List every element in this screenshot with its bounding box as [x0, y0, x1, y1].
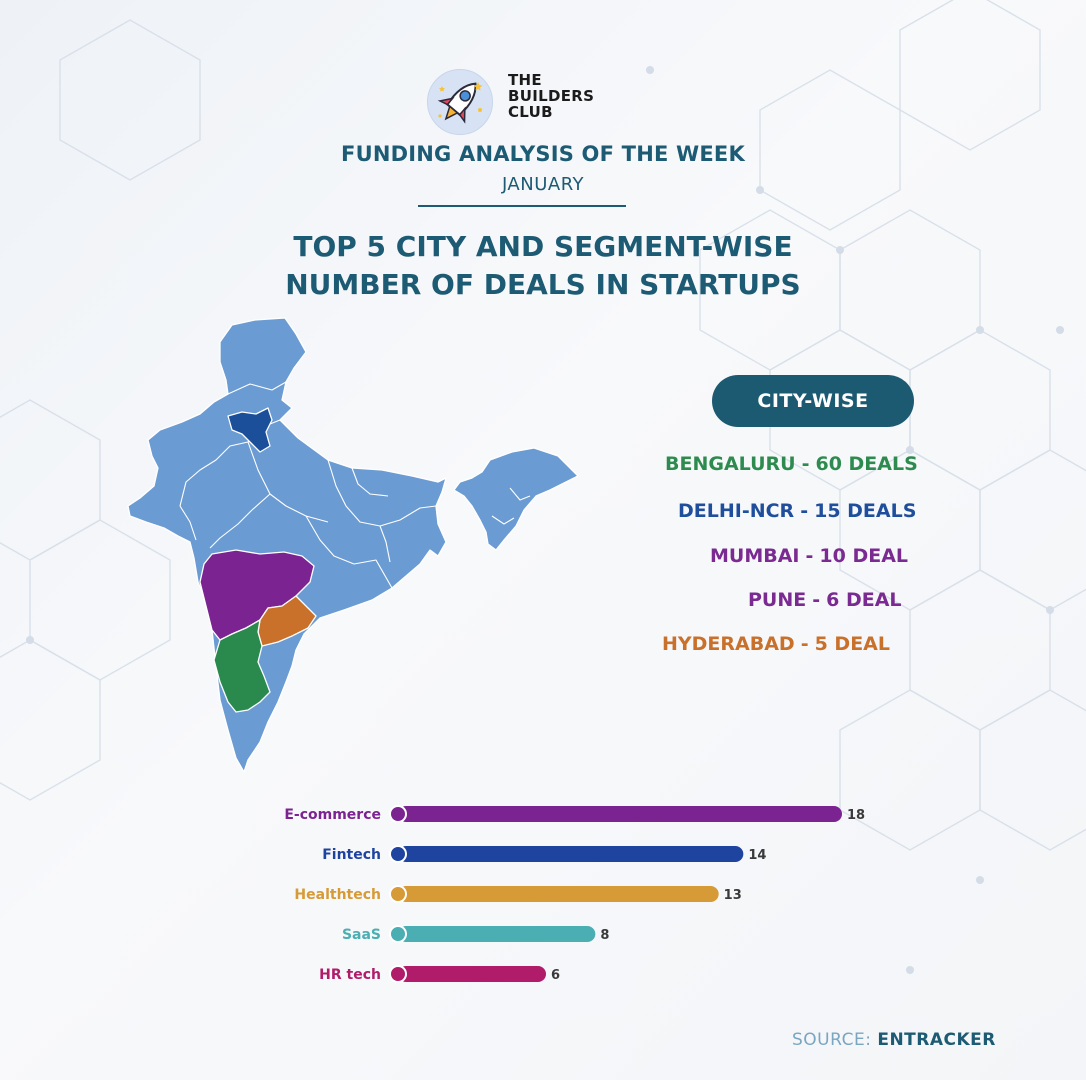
delhi-ncr-region [227, 407, 273, 453]
bar-start-dot [389, 805, 407, 823]
city-name: BENGALURU [665, 453, 796, 475]
bar-value-label: 18 [847, 808, 865, 823]
headline: FUNDING ANALYSIS OF THE WEEK [341, 142, 745, 166]
bar-category-label: HR tech [319, 967, 381, 983]
logo-wordmark: THE BUILDERS CLUB [508, 72, 638, 120]
city-separator: - [805, 545, 814, 567]
city-deals: 60 DEALS [815, 453, 918, 475]
city-separator: - [812, 589, 821, 611]
bar-saas [398, 926, 596, 942]
city-row: PUNE -6 DEAL [748, 589, 902, 611]
logo-line-1: THE [508, 71, 542, 89]
bar-fintech [398, 846, 744, 862]
segment-bar-chart: E-commerce 18 Fintech 14 Healthtech 13 SaaS 8 HR… [284, 805, 865, 983]
city-row: DELHI-NCR -15 DEALS [678, 500, 916, 522]
city-deals: 10 DEAL [819, 545, 909, 567]
bar-start-dot [389, 925, 407, 943]
bar-healthtech [398, 886, 719, 902]
city-row: BENGALURU -60 DEALS [665, 453, 918, 475]
city-name: PUNE [748, 589, 807, 611]
city-separator: - [800, 500, 809, 522]
city-name: MUMBAI [710, 545, 800, 567]
city-deals: 5 DEAL [814, 633, 890, 655]
bar-category-label: SaaS [342, 927, 381, 943]
logo-line-2: BUILDERS [508, 87, 595, 105]
page-title: TOP 5 CITY AND SEGMENT-WISE NUMBER OF DE… [0, 228, 1086, 304]
subheadline: JANUARY [501, 174, 585, 195]
source-value: ENTRACKER [877, 1030, 996, 1050]
rocket-icon [437, 82, 483, 124]
bar-hr-tech [398, 966, 546, 982]
city-name: HYDERABAD [662, 633, 795, 655]
logo-line-3: CLUB [508, 103, 553, 121]
india-map [127, 317, 579, 773]
bar-value-label: 6 [551, 968, 560, 983]
bar-category-label: E-commerce [284, 807, 381, 823]
karnataka-region [213, 619, 271, 713]
city-row: MUMBAI -10 DEAL [710, 545, 908, 567]
bar-value-label: 13 [724, 888, 742, 903]
bar-category-label: Healthtech [294, 887, 381, 903]
city-name: DELHI-NCR [678, 500, 795, 522]
bar-start-dot [389, 885, 407, 903]
page-title-line-2: NUMBER OF DEALS IN STARTUPS [285, 268, 801, 301]
bar-value-label: 14 [748, 848, 766, 863]
city-wise-label: CITY-WISE [712, 375, 914, 427]
india-north-east [453, 447, 579, 551]
india-mainland [127, 317, 447, 773]
bar-e-commerce [398, 806, 842, 822]
city-row: HYDERABAD -5 DEAL [662, 633, 890, 655]
bar-start-dot [389, 965, 407, 983]
bar-category-label: Fintech [322, 847, 381, 863]
city-deals: 15 DEALS [814, 500, 917, 522]
headline-divider [418, 205, 626, 207]
bar-start-dot [389, 845, 407, 863]
city-deals: 6 DEAL [826, 589, 902, 611]
bar-value-label: 8 [600, 928, 609, 943]
city-separator: - [801, 453, 810, 475]
source-credit: SOURCE: ENTRACKER [792, 1030, 996, 1050]
logo-badge [427, 69, 493, 135]
source-label: SOURCE: [792, 1030, 872, 1050]
page-title-line-1: TOP 5 CITY AND SEGMENT-WISE [293, 230, 793, 263]
city-separator: - [800, 633, 809, 655]
